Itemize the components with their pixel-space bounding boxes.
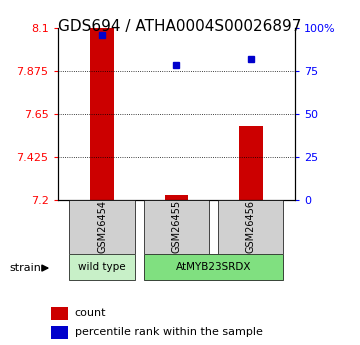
Text: count: count xyxy=(75,308,106,318)
Text: wild type: wild type xyxy=(78,262,126,272)
Text: GDS694 / ATHA0004S00026897: GDS694 / ATHA0004S00026897 xyxy=(58,19,302,34)
Bar xyxy=(144,254,283,280)
Bar xyxy=(144,200,209,254)
Text: GSM26456: GSM26456 xyxy=(246,200,256,253)
Bar xyxy=(51,307,68,319)
Text: GSM26454: GSM26454 xyxy=(97,200,107,253)
Bar xyxy=(69,200,135,254)
Bar xyxy=(218,200,283,254)
Text: AtMYB23SRDX: AtMYB23SRDX xyxy=(176,262,251,272)
Text: strain: strain xyxy=(9,263,41,273)
Bar xyxy=(69,254,135,280)
Text: percentile rank within the sample: percentile rank within the sample xyxy=(75,327,262,337)
Bar xyxy=(90,28,114,200)
Bar xyxy=(51,326,68,338)
Bar xyxy=(165,195,188,200)
Bar xyxy=(239,126,262,200)
Text: GSM26455: GSM26455 xyxy=(171,200,181,253)
